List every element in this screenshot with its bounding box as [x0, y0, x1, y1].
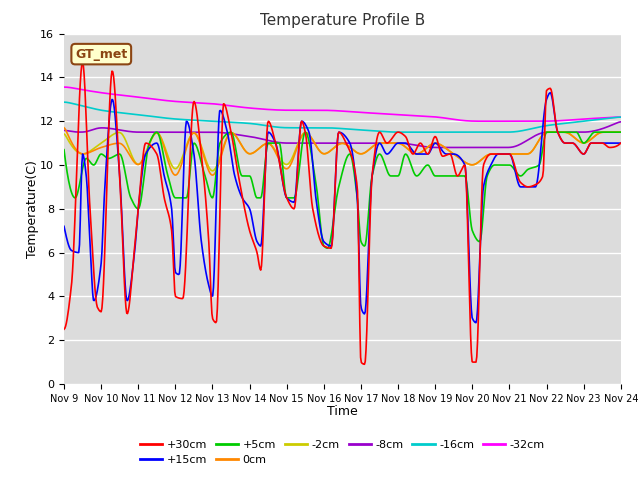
-32cm: [127, 94, 135, 99]
+30cm: [185, 189, 193, 194]
-32cm: [494, 119, 502, 124]
-8cm: [127, 129, 135, 134]
+5cm: [214, 157, 221, 163]
Text: GT_met: GT_met: [75, 48, 127, 60]
-2cm: [617, 129, 625, 135]
-32cm: [410, 113, 418, 119]
+30cm: [128, 272, 136, 278]
-2cm: [127, 152, 135, 157]
Line: 0cm: 0cm: [64, 128, 621, 175]
0cm: [127, 155, 135, 161]
+15cm: [70, 249, 78, 254]
Line: -32cm: -32cm: [64, 87, 621, 121]
+15cm: [617, 140, 625, 146]
-2cm: [550, 129, 557, 135]
+15cm: [214, 159, 221, 165]
-2cm: [214, 160, 222, 166]
0cm: [428, 142, 435, 147]
-16cm: [617, 114, 625, 120]
-2cm: [428, 142, 435, 147]
-8cm: [184, 129, 192, 135]
+5cm: [428, 167, 435, 172]
0cm: [70, 144, 78, 150]
Line: +15cm: +15cm: [64, 93, 621, 323]
+15cm: [426, 148, 434, 154]
+5cm: [617, 129, 625, 135]
-2cm: [209, 168, 216, 174]
-2cm: [70, 146, 78, 152]
-16cm: [214, 119, 221, 124]
-16cm: [410, 129, 418, 135]
-2cm: [411, 151, 419, 156]
-32cm: [426, 114, 434, 120]
+5cm: [70, 194, 78, 200]
-16cm: [127, 111, 135, 117]
-8cm: [214, 130, 221, 135]
Line: +30cm: +30cm: [64, 62, 621, 364]
+15cm: [184, 120, 192, 126]
-32cm: [214, 101, 221, 107]
-8cm: [617, 119, 625, 125]
+30cm: [214, 284, 222, 289]
-16cm: [60, 99, 68, 105]
-8cm: [441, 144, 449, 150]
+30cm: [412, 148, 419, 154]
-32cm: [184, 99, 192, 105]
-8cm: [60, 128, 68, 133]
+30cm: [60, 326, 68, 332]
+30cm: [360, 361, 368, 367]
0cm: [411, 151, 419, 156]
X-axis label: Time: Time: [327, 405, 358, 418]
0cm: [172, 172, 179, 178]
0cm: [60, 125, 68, 131]
+5cm: [543, 129, 551, 135]
Line: -8cm: -8cm: [64, 122, 621, 147]
-16cm: [70, 101, 78, 107]
+30cm: [428, 141, 436, 147]
-2cm: [60, 131, 68, 137]
+5cm: [184, 190, 192, 195]
+5cm: [323, 245, 331, 251]
+30cm: [70, 237, 78, 243]
+30cm: [79, 59, 86, 65]
+15cm: [547, 90, 554, 96]
0cm: [185, 138, 193, 144]
+15cm: [472, 320, 480, 325]
-8cm: [426, 144, 434, 150]
-32cm: [70, 85, 78, 91]
+5cm: [60, 147, 68, 153]
+5cm: [411, 171, 419, 177]
+15cm: [410, 150, 418, 156]
+15cm: [60, 223, 68, 229]
Line: +5cm: +5cm: [64, 132, 621, 248]
0cm: [214, 163, 222, 169]
Legend: +30cm, +15cm, +5cm, 0cm, -2cm, -8cm, -16cm, -32cm: +30cm, +15cm, +5cm, 0cm, -2cm, -8cm, -16…: [136, 435, 549, 469]
Title: Temperature Profile B: Temperature Profile B: [260, 13, 425, 28]
0cm: [617, 129, 625, 135]
Line: -2cm: -2cm: [64, 132, 621, 171]
-16cm: [428, 129, 435, 135]
-8cm: [70, 129, 78, 135]
-32cm: [617, 114, 625, 120]
-16cm: [184, 117, 192, 123]
-32cm: [60, 84, 68, 90]
+30cm: [617, 140, 625, 146]
Y-axis label: Temperature(C): Temperature(C): [26, 160, 39, 258]
-2cm: [184, 139, 192, 144]
+15cm: [127, 277, 135, 283]
-8cm: [410, 142, 418, 148]
Line: -16cm: -16cm: [64, 102, 621, 132]
-16cm: [411, 129, 419, 135]
+5cm: [127, 196, 135, 202]
